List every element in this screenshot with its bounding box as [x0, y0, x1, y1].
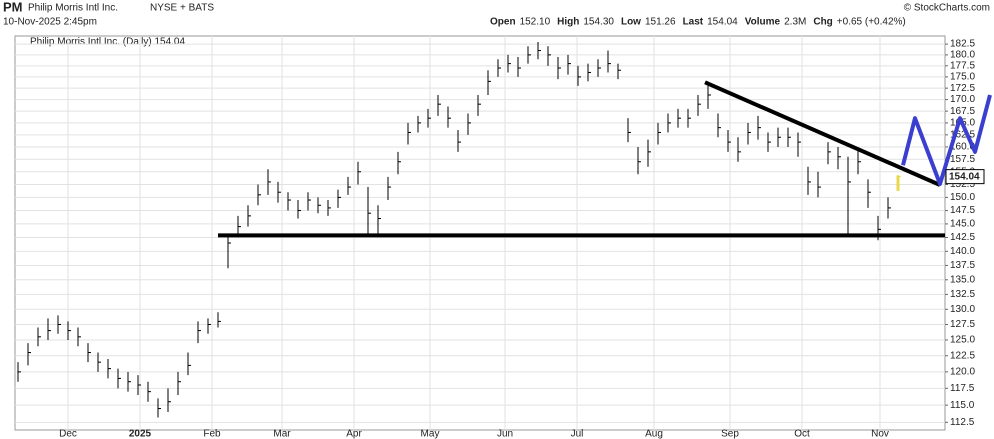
y-tick-label: 182.5: [950, 39, 975, 50]
y-tick-label: 175.0: [950, 72, 975, 83]
y-tick-label: 115.0: [950, 400, 975, 411]
x-tick-label: Jun: [497, 429, 513, 439]
quote-value: 154.04: [707, 17, 738, 28]
y-tick-label: 167.5: [950, 106, 975, 117]
timestamp: 10-Nov-2025 2:45pm: [3, 17, 97, 28]
y-tick-label: 120.0: [950, 367, 975, 378]
y-tick-label: 125.0: [950, 335, 975, 346]
y-tick-label: 162.5: [950, 129, 975, 140]
trend-line: [901, 94, 992, 186]
company-name: Philip Morris Intl Inc.: [28, 3, 118, 14]
y-tick-label: 150.0: [950, 192, 975, 203]
x-tick-label: Oct: [794, 429, 810, 439]
y-tick-label: 140.0: [950, 246, 975, 257]
y-tick-label: 177.5: [950, 60, 975, 71]
quote-value: 2.3M: [784, 17, 806, 28]
x-tick-label: Jul: [571, 429, 584, 439]
quote-label: Chg: [813, 17, 832, 28]
y-tick-label: 172.5: [950, 83, 975, 94]
quote-value: 151.26: [645, 17, 676, 28]
quote-label: Volume: [745, 17, 781, 28]
y-tick-label: 170.0: [950, 94, 975, 105]
credit: © StockCharts.com: [904, 3, 990, 14]
x-tick-label: Apr: [346, 429, 362, 439]
legend: Philip Morris Intl Inc. (Daily) 154.04: [30, 37, 185, 48]
quote-value: 152.10: [520, 17, 551, 28]
last-price-box: [945, 169, 985, 185]
symbol: PM: [3, 0, 23, 14]
quote-value: 154.30: [583, 17, 614, 28]
quote-value: +0.65 (+0.42%): [837, 17, 906, 28]
x-tick-label: May: [421, 429, 440, 439]
y-tick-label: 122.5: [950, 350, 975, 361]
y-tick-label: 112.5: [950, 417, 975, 428]
x-tick-label: Aug: [645, 429, 663, 439]
y-tick-label: 142.5: [950, 232, 975, 243]
y-tick-label: 130.0: [950, 304, 975, 315]
y-tick-label: 145.0: [950, 219, 975, 230]
plot-area: [14, 35, 946, 431]
y-tick-label: 117.5: [950, 383, 975, 394]
y-tick-label: 137.5: [950, 260, 975, 271]
quote-label: High: [557, 17, 579, 28]
y-tick-label: 160.0: [950, 142, 975, 153]
exchange: NYSE + BATS: [150, 3, 214, 14]
x-tick-label: Dec: [59, 429, 77, 439]
x-tick-label: Sep: [721, 429, 739, 439]
quote-label: Open: [490, 17, 516, 28]
trend-line: [704, 80, 941, 187]
y-tick-label: 132.5: [950, 289, 975, 300]
x-tick-label: 2025: [129, 429, 152, 439]
y-tick-label: 157.5: [950, 154, 975, 165]
y-tick-label: 147.5: [950, 205, 975, 216]
y-tick-label: 180.0: [950, 50, 975, 61]
x-tick-label: Feb: [203, 429, 221, 439]
last-price-label: 154.04: [949, 171, 980, 182]
y-tick-label: 127.5: [950, 319, 975, 330]
x-tick-label: Nov: [871, 429, 889, 439]
x-tick-label: Mar: [273, 429, 291, 439]
quote: Open 152.10 High 154.30 Low 151.26 Last 154.04 V…: [490, 17, 906, 28]
y-tick-label: 152.5: [950, 179, 975, 190]
quote-label: Low: [621, 17, 641, 28]
y-tick-label: 135.0: [950, 274, 975, 285]
quote-label: Last: [683, 17, 704, 28]
